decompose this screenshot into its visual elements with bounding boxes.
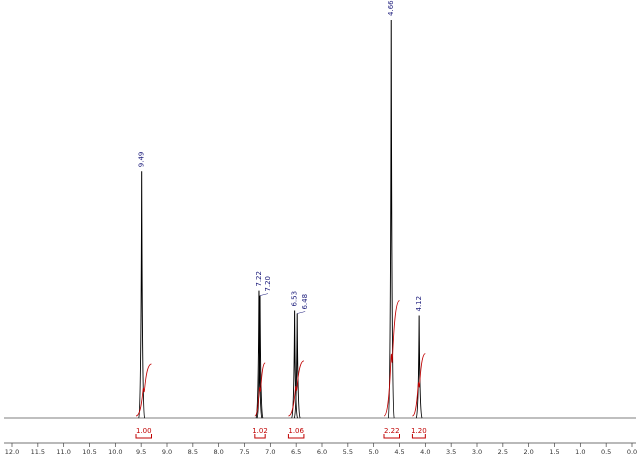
peak-label: 6.53 [291,291,299,307]
x-tick-label: 4.0 [420,448,430,456]
peak-label: 6.48 [301,294,309,310]
x-tick-label: 6.5 [291,448,301,456]
label-leader [297,311,306,314]
peak-label: 4.66 [387,0,395,16]
x-tick-label: 1.5 [549,448,559,456]
x-tick-label: 8.0 [213,448,223,456]
integral-bracket [254,434,266,439]
peak [255,290,263,419]
integral-label: 1.06 [288,427,304,435]
x-tick-label: 11.0 [56,448,70,456]
peak [415,315,423,419]
peak-label: 7.20 [264,276,272,292]
x-tick-label: 5.0 [368,448,378,456]
x-tick-label: 4.5 [394,448,404,456]
integral-label: 2.22 [384,427,400,435]
x-tick-label: 1.0 [575,448,585,456]
x-tick-label: 0.0 [627,448,637,456]
x-tick-label: 7.5 [239,448,249,456]
x-tick-label: 9.0 [162,448,172,456]
peak-label: 9.49 [138,152,146,168]
x-tick-label: 8.5 [188,448,198,456]
integral-curve [135,363,152,417]
integral-curve [412,353,426,417]
integral-bracket [135,434,152,439]
integral-bracket [411,434,426,439]
integral-label: 1.02 [252,427,268,435]
integral-bracket [287,434,305,439]
integral-curve [288,360,305,417]
x-tick-label: 2.5 [498,448,508,456]
x-tick-label: 5.5 [343,448,353,456]
integral-label: 1.20 [411,427,427,435]
integral-label: 1.00 [136,427,152,435]
x-tick-label: 7.0 [265,448,275,456]
integral-bracket [383,434,400,439]
x-tick-label: 2.0 [523,448,533,456]
label-leader [259,293,269,296]
x-tick-label: 10.5 [82,448,96,456]
peak-label: 4.12 [415,296,423,312]
peak-label: 7.22 [255,271,263,287]
x-tick-label: 11.5 [31,448,45,456]
x-tick-label: 12.0 [5,448,19,456]
x-tick-label: 6.0 [317,448,327,456]
x-tick-label: 0.5 [601,448,611,456]
peak [138,171,146,419]
x-tick-label: 10.0 [108,448,122,456]
peak [387,19,395,419]
x-tick-label: 3.5 [446,448,456,456]
x-tick-label: 3.0 [472,448,482,456]
x-tick-label: 9.5 [136,448,146,456]
integral-curve [383,300,400,417]
integral-curve [254,362,266,417]
